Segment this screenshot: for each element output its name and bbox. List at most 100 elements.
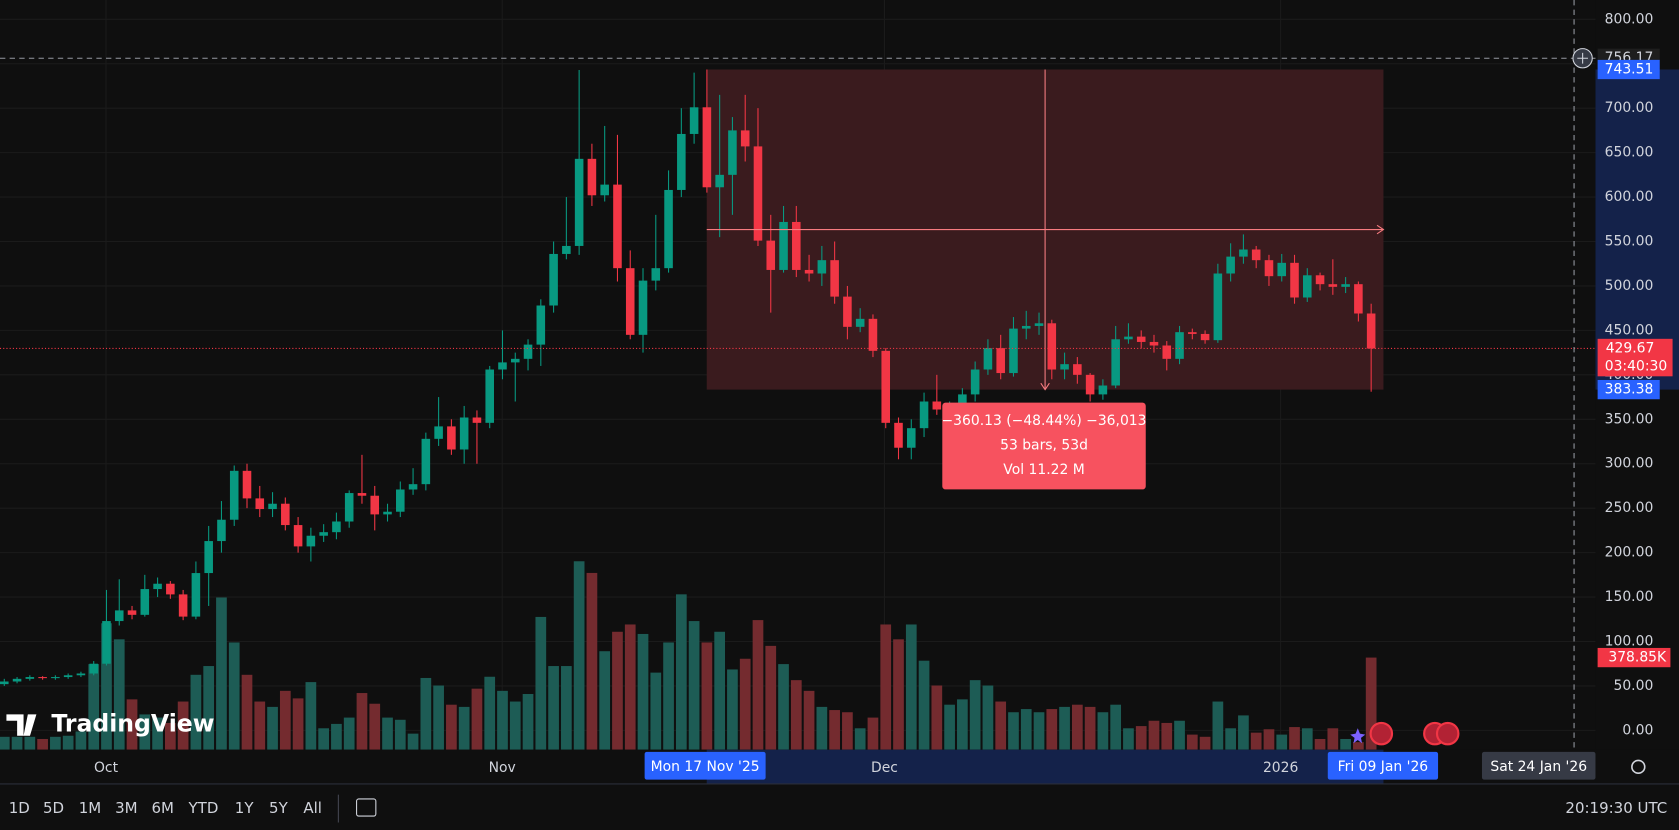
price-axis-highlight <box>1595 69 1679 390</box>
volume-bar <box>957 699 968 750</box>
candle-body <box>830 260 839 297</box>
candle-body <box>625 268 635 335</box>
x-tick-label: Dec <box>871 760 898 776</box>
volume-bar <box>203 666 215 750</box>
event-star[interactable] <box>1350 728 1366 744</box>
y-tick-label: 600.00 <box>1605 189 1654 205</box>
bar-countdown: 03:40:30 <box>1605 359 1667 375</box>
candle-body <box>25 677 35 679</box>
event-icon[interactable] <box>1435 721 1460 746</box>
candle-body <box>229 470 239 520</box>
range-button[interactable]: 5D <box>43 799 64 817</box>
volume-bar <box>1250 732 1262 750</box>
candle-body <box>408 484 418 490</box>
volume-bar <box>1199 736 1211 750</box>
volume-bar <box>1289 727 1300 750</box>
range-button[interactable]: 1M <box>79 799 101 817</box>
candle-body <box>1162 345 1172 359</box>
volume-bar <box>918 660 930 750</box>
volume-bar <box>829 710 840 750</box>
x-tick-label: Oct <box>94 760 119 776</box>
candle-body <box>817 260 827 274</box>
candle-body <box>1366 313 1376 349</box>
crosshair-date-tag <box>1481 751 1596 780</box>
candle-body <box>459 417 469 450</box>
candle-body <box>740 130 750 147</box>
volume-bar <box>113 639 125 750</box>
candle-body <box>536 305 546 345</box>
clock[interactable]: 20:19:30 UTC <box>1565 799 1667 817</box>
y-tick-label: 350.00 <box>1605 411 1654 427</box>
logo-mark <box>6 714 37 736</box>
settings-icon[interactable] <box>1631 759 1646 775</box>
volume-bar <box>420 677 432 750</box>
candle-body <box>153 583 162 590</box>
candle-body <box>396 489 405 512</box>
candle-body <box>689 107 699 134</box>
candle-body <box>1111 339 1120 386</box>
volume-bar <box>50 736 61 750</box>
volume-bar <box>752 620 764 750</box>
candle-body <box>383 511 392 515</box>
candle-body <box>306 535 316 547</box>
date-range-icon[interactable] <box>356 798 377 817</box>
volume-bar <box>624 624 636 750</box>
range-button[interactable]: 1D <box>9 799 30 817</box>
volume-tag <box>1597 647 1671 668</box>
candle-body <box>472 417 482 423</box>
candle-body <box>1200 333 1210 341</box>
volume-bar <box>471 688 483 750</box>
volume-bar <box>867 717 879 750</box>
candle-body <box>881 350 891 423</box>
volume-bar <box>944 704 955 750</box>
volume-bar <box>458 706 470 750</box>
volume-bar <box>1123 728 1134 750</box>
range-button[interactable]: 5Y <box>269 799 289 817</box>
candle-body <box>1341 284 1350 287</box>
candle-body <box>76 673 86 676</box>
volume-bar <box>1084 706 1096 750</box>
volume-bar <box>688 621 700 750</box>
candle-body <box>89 663 98 674</box>
y-tick-label: 0.00 <box>1622 722 1653 738</box>
volume-bar <box>675 594 687 750</box>
end-date-tag <box>1327 751 1439 780</box>
volume-bar <box>854 728 866 750</box>
volume-bar <box>382 717 393 750</box>
candle-body <box>843 296 852 327</box>
y-tick-label: 100.00 <box>1605 634 1654 650</box>
start-date-tag <box>644 751 766 780</box>
x-tick-label: Nov <box>489 760 516 776</box>
range-button[interactable]: 3M <box>115 799 137 817</box>
volume-bar <box>75 731 87 750</box>
volume-bar <box>1238 715 1249 750</box>
volume-bar <box>126 699 138 750</box>
range-button[interactable]: YTD <box>188 799 219 817</box>
candle-body <box>268 503 277 510</box>
candle-body <box>792 221 801 270</box>
range-button[interactable]: 1Y <box>235 799 255 817</box>
volume-bar <box>1008 712 1019 750</box>
candle-body <box>12 678 22 682</box>
candle-body <box>1073 364 1082 375</box>
candle-body <box>702 107 712 188</box>
event-icon[interactable] <box>1369 721 1394 746</box>
volume-bar <box>24 736 36 750</box>
volume-bar <box>1263 729 1275 750</box>
volume-bar <box>778 664 789 750</box>
volume-bar <box>1097 712 1109 750</box>
volume-bar <box>1020 709 1032 750</box>
measure-info-line: −360.13 (−48.44%) −36,013 <box>942 413 1147 429</box>
volume-bar <box>369 703 381 750</box>
y-tick-label: 800.00 <box>1605 11 1654 27</box>
range-button[interactable]: All <box>303 799 322 817</box>
candle-body <box>102 621 111 664</box>
range-button[interactable]: 6M <box>152 799 174 817</box>
candle-body <box>370 495 380 515</box>
candle-body <box>1239 249 1248 257</box>
candle-body <box>357 493 367 496</box>
volume-bar <box>714 631 726 750</box>
measure-info-box <box>942 402 1146 490</box>
candle-body <box>447 426 456 450</box>
